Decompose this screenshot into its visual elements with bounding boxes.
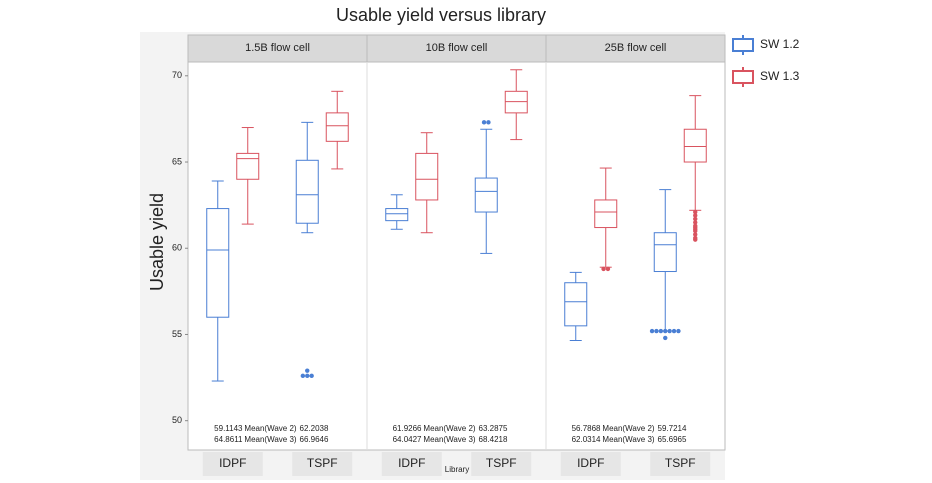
- x-tick-label: TSPF: [486, 456, 517, 470]
- mean-value: 68.4218: [479, 435, 508, 444]
- outlier: [663, 335, 668, 341]
- outlier: [693, 209, 698, 215]
- box: [385, 208, 409, 222]
- legend-label: SW 1.2: [760, 37, 800, 51]
- x-label-box: [650, 452, 711, 476]
- outlier: [605, 266, 611, 272]
- y-tick-label: 70: [172, 70, 182, 80]
- mean-value: 62.2038: [300, 424, 329, 433]
- y-tick-label: 65: [172, 156, 182, 166]
- outlier: [601, 266, 606, 272]
- box: [683, 128, 707, 163]
- mean-value: 66.9646: [300, 435, 329, 444]
- outlier: [671, 328, 677, 334]
- mean-label: Mean(Wave 2): [602, 424, 655, 433]
- box: [653, 232, 677, 273]
- outlier: [300, 373, 306, 379]
- mean-value: 63.2875: [479, 424, 508, 433]
- x-axis-label: Library: [445, 465, 469, 474]
- x-tick-label: TSPF: [665, 456, 696, 470]
- x-label-box: [471, 452, 532, 476]
- panel-title: 10B flow cell: [426, 42, 488, 54]
- box: [594, 199, 618, 229]
- outlier: [649, 328, 655, 334]
- mean-label: Mean(Wave 3): [423, 435, 476, 444]
- y-tick-label: 55: [172, 329, 182, 339]
- legend-label: SW 1.3: [760, 69, 800, 83]
- outlier: [654, 328, 659, 334]
- x-label-box: [292, 452, 353, 476]
- y-tick-label: 60: [172, 243, 182, 253]
- x-tick-label: IDPF: [398, 456, 425, 470]
- outlier: [658, 328, 664, 334]
- plot-area: [187, 34, 726, 451]
- mean-value: 62.0314: [572, 435, 601, 444]
- x-tick-label: TSPF: [307, 456, 338, 470]
- box: [295, 159, 319, 224]
- panel-title: 25B flow cell: [605, 42, 667, 54]
- mean-label: Mean(Wave 3): [602, 435, 655, 444]
- mean-label: Mean(Wave 3): [244, 435, 297, 444]
- outlier: [693, 216, 698, 222]
- outlier: [693, 237, 698, 242]
- x-label-box: [381, 452, 442, 476]
- chart-title: Usable yield versus library: [336, 5, 546, 25]
- x-label-box: [202, 452, 263, 476]
- outlier: [663, 328, 668, 334]
- box: [236, 152, 260, 180]
- mean-value: 64.8611: [214, 435, 243, 444]
- y-tick-label: 50: [172, 415, 182, 425]
- mean-value: 59.1143: [214, 424, 243, 433]
- outlier: [676, 328, 681, 334]
- mean-value: 61.9266: [393, 424, 422, 433]
- box: [325, 112, 349, 142]
- x-label-box: [560, 452, 621, 476]
- panel-title: 1.5B flow cell: [245, 42, 310, 54]
- outlier: [305, 373, 310, 379]
- mean-value: 59.7214: [658, 424, 687, 433]
- outlier: [305, 368, 310, 373]
- outlier: [481, 120, 487, 125]
- box: [206, 208, 230, 318]
- outlier: [693, 228, 698, 234]
- mean-value: 65.6965: [658, 435, 687, 444]
- panel-header: [545, 34, 726, 63]
- outlier: [693, 232, 698, 237]
- outlier: [667, 328, 672, 334]
- outlier: [693, 220, 698, 225]
- legend-icon-box: [732, 38, 754, 52]
- outlier: [309, 373, 314, 379]
- outlier: [693, 213, 698, 218]
- panel-header: [187, 34, 368, 63]
- mean-value: 56.7868: [572, 424, 601, 433]
- legend-icon-box: [732, 70, 754, 84]
- box: [474, 177, 498, 213]
- mean-value: 64.0427: [393, 435, 422, 444]
- box: [564, 282, 588, 327]
- mean-label: Mean(Wave 2): [423, 424, 476, 433]
- x-tick-label: IDPF: [577, 456, 604, 470]
- y-axis-label: Usable yield: [147, 193, 167, 291]
- box: [415, 152, 439, 201]
- mean-label: Mean(Wave 2): [244, 424, 297, 433]
- x-tick-label: IDPF: [219, 456, 246, 470]
- outlier: [486, 120, 491, 125]
